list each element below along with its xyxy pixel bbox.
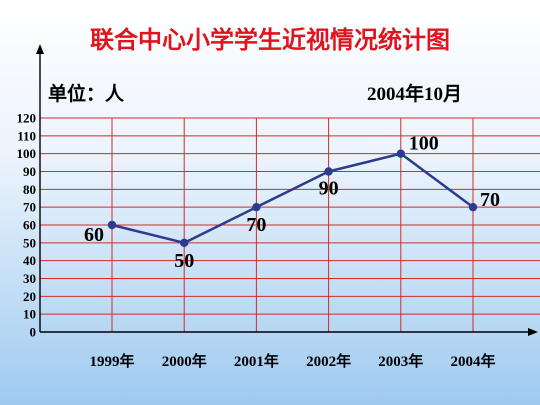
series [107,149,478,248]
data-label: 90 [319,178,339,200]
data-point [468,202,478,212]
x-tick-label: 1999年 [89,352,134,370]
x-axis-arrow [528,328,538,336]
x-tick-label: 2004年 [450,352,495,370]
chart-title: 联合中心小学学生近视情况统计图 [90,26,450,54]
data-label: 60 [84,224,104,246]
y-tick-labels: 0 10 20 30 40 50 60 70 80 90 100 110 120 [17,111,37,340]
x-tick-label: 2002年 [306,352,351,370]
data-point [252,202,261,212]
date-label: 2004年10月 [367,82,462,105]
y-tick-label: 100 [17,146,37,161]
axes [36,44,538,336]
y-tick-label: 40 [23,253,36,268]
data-label: 70 [480,189,500,211]
data-label: 100 [409,133,439,155]
data-point [180,238,189,248]
data-labels: 60 50 70 90 100 70 [84,133,500,272]
y-axis-arrow [36,44,44,54]
data-point [107,220,117,230]
y-tick-label: 50 [23,235,36,250]
x-tick-label: 2000年 [162,352,207,370]
data-point [324,167,333,176]
y-tick-label: 60 [23,218,36,233]
y-tick-label: 10 [23,307,36,322]
y-tick-label: 80 [23,182,36,197]
y-tick-label: 120 [17,111,37,126]
unit-label: 单位：人 [48,82,125,105]
data-label: 50 [174,250,194,272]
data-label: 70 [246,214,266,236]
data-point [396,149,405,158]
series-line [111,152,474,245]
x-tick-label: 2003年 [378,352,423,370]
y-tick-label: 110 [17,128,36,143]
x-tick-label: 2001年 [234,352,279,370]
x-tick-labels: 1999年 2000年 2001年 2002年 2003年 2004年 [89,352,495,370]
y-tick-label: 70 [23,200,36,215]
y-tick-label: 20 [23,289,36,304]
y-tick-label: 30 [23,271,36,286]
y-tick-label: 0 [30,325,37,340]
y-tick-label: 90 [23,164,36,179]
